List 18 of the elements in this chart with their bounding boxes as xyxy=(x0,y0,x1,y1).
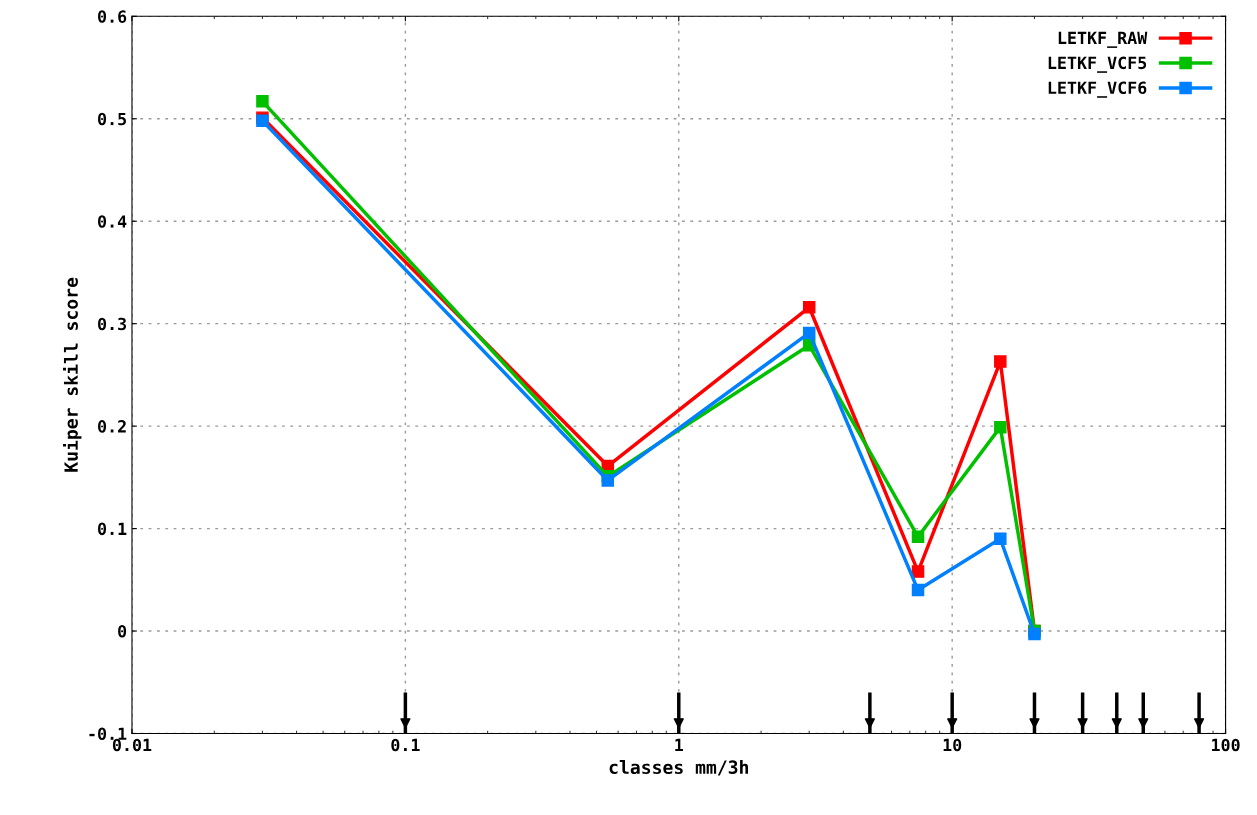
y-tick-label: 0.6 xyxy=(98,10,127,23)
y-tick-label: 0 xyxy=(118,625,127,638)
y-tick-label: 0.1 xyxy=(98,522,127,536)
x-tick-label: 1 xyxy=(675,738,683,752)
x-tick-label: 100 xyxy=(1212,738,1240,752)
y-tick-label: -0.1 xyxy=(89,727,127,741)
y-tick-label: 0.5 xyxy=(98,112,126,126)
y-tick-label: 0.3 xyxy=(98,317,127,331)
x-axis-title: classes mm/3h xyxy=(609,760,749,776)
legend-label: LETKF_RAW xyxy=(1058,31,1148,48)
x-tick-label: 10 xyxy=(943,738,962,752)
legend-label: LETKF_VCF5 xyxy=(1048,56,1147,73)
y-tick-label: 0.4 xyxy=(98,215,127,228)
y-axis-title: Kuiper skill score xyxy=(63,277,82,472)
y-tick-label: 0.2 xyxy=(98,420,126,433)
legend-label: LETKF_VCF6 xyxy=(1048,81,1147,98)
x-tick-label: 0.01 xyxy=(112,738,152,752)
x-tick-label: 0.1 xyxy=(391,738,420,752)
